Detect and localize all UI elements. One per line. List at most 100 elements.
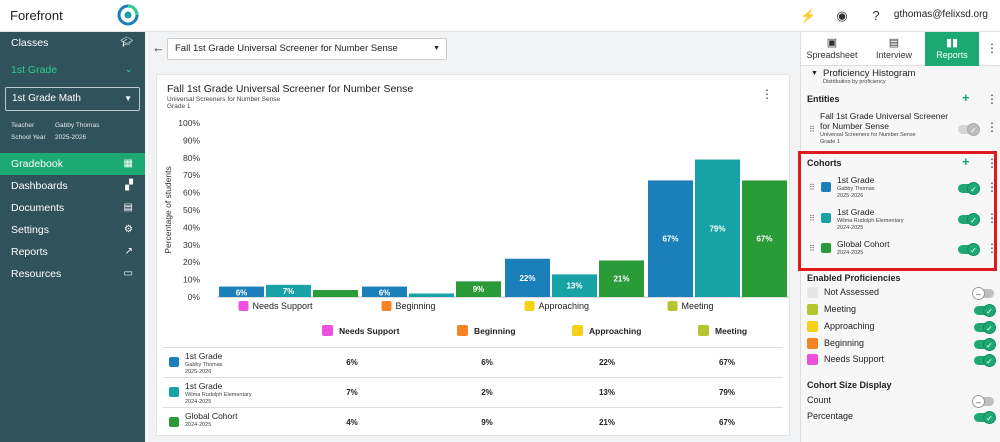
sidebar-item-resources[interactable]: Resources ▭ bbox=[0, 263, 145, 285]
percentage-toggle[interactable]: ✓ bbox=[974, 411, 996, 424]
category-swatch bbox=[524, 301, 535, 311]
sidebar-item-reports[interactable]: Reports ↗ bbox=[0, 241, 145, 263]
more-vertical-icon[interactable]: ⋮ bbox=[986, 120, 998, 134]
check-icon: ✓ bbox=[983, 354, 996, 367]
sidebar-item-grade[interactable]: 1st Grade ⌄ bbox=[0, 59, 145, 81]
proficiency-toggle[interactable]: – bbox=[972, 287, 994, 300]
proficiency-toggle[interactable]: ✓ bbox=[974, 338, 996, 351]
sidebar-item-classes[interactable]: Classes 🎓︎ bbox=[0, 32, 145, 54]
cell-beginning: 2% bbox=[481, 388, 493, 397]
tab-interview[interactable]: ▤ Interview bbox=[865, 32, 923, 66]
drag-handle-icon[interactable]: ⠿ bbox=[809, 183, 815, 192]
main-content: ← Fall 1st Grade Universal Screener for … bbox=[145, 32, 800, 442]
proficiency-beginning: Beginning ✓ bbox=[807, 338, 997, 352]
back-arrow-icon[interactable]: ← bbox=[152, 40, 165, 55]
dashboard-icon: ▞ bbox=[125, 180, 133, 191]
user-email[interactable]: gthomas@felixsd.org bbox=[893, 9, 988, 20]
category-swatch bbox=[667, 301, 678, 311]
cell-meeting: 79% bbox=[718, 388, 735, 397]
count-toggle[interactable]: – bbox=[972, 395, 994, 408]
chevron-down-icon: ⌄ bbox=[124, 64, 133, 75]
help-icon[interactable]: ? bbox=[872, 8, 880, 23]
swatch bbox=[807, 354, 818, 365]
drag-handle-icon[interactable]: ⠿ bbox=[809, 244, 815, 253]
y-axis-label: Percentage of students bbox=[163, 166, 173, 253]
tab-reports[interactable]: ▮▮ Reports bbox=[925, 32, 979, 66]
visualization-select[interactable]: ▼ Proficiency Histogram Distribution by … bbox=[809, 68, 994, 88]
drag-handle-icon[interactable]: ⠿ bbox=[809, 214, 815, 223]
cohort-sub: 2024-2025 bbox=[837, 250, 864, 256]
cohort-toggle[interactable]: ✓ bbox=[958, 213, 980, 226]
top-bar: Forefront ⚡ ◉ ? gthomas@felixsd.org bbox=[0, 0, 1000, 32]
bar-value-label: 79% bbox=[709, 224, 725, 233]
tab-spreadsheet[interactable]: ▣ Spreadsheet bbox=[801, 32, 863, 66]
sidebar-item-dashboards[interactable]: Dashboards ▞ bbox=[0, 175, 145, 197]
tab-label: Interview bbox=[875, 50, 912, 60]
table-header-beginning: Beginning bbox=[457, 325, 516, 336]
bar-value-label: 9% bbox=[473, 285, 485, 294]
class-select-value: 1st Grade Math bbox=[12, 93, 81, 104]
bar bbox=[695, 159, 740, 297]
visualization-name: Proficiency Histogram bbox=[823, 68, 916, 79]
proficiency-toggle[interactable]: ✓ bbox=[974, 321, 996, 334]
sidebar-item-label: Reports bbox=[11, 246, 48, 258]
swatch bbox=[572, 325, 583, 336]
card-subtitle: Universal Screeners for Number Sense bbox=[167, 96, 281, 103]
tab-label: Spreadsheet bbox=[806, 50, 858, 60]
more-vertical-icon[interactable]: ⋮ bbox=[986, 41, 998, 55]
cell-beginning: 6% bbox=[481, 358, 493, 367]
check-icon: ✓ bbox=[983, 304, 996, 317]
sidebar-item-label: Dashboards bbox=[11, 180, 68, 192]
entity-sub: Grade 1 bbox=[820, 139, 840, 145]
more-vertical-icon[interactable]: ⋮ bbox=[761, 87, 773, 101]
y-tick-label: 90% bbox=[183, 135, 200, 145]
cohort-swatch bbox=[821, 213, 831, 223]
row-name: 1st Grade bbox=[185, 381, 223, 391]
bar-value-label: 6% bbox=[379, 289, 391, 298]
more-vertical-icon[interactable]: ⋮ bbox=[986, 92, 998, 106]
header-label: Beginning bbox=[474, 326, 516, 336]
add-entity-icon[interactable]: + bbox=[962, 90, 970, 105]
class-select[interactable]: 1st Grade Math ▼ bbox=[5, 87, 140, 111]
minus-icon: – bbox=[972, 287, 985, 300]
y-tick-label: 20% bbox=[183, 257, 200, 267]
check-icon: ✓ bbox=[967, 123, 980, 136]
app-title: Forefront bbox=[10, 8, 63, 23]
proficiency-label: Not Assessed bbox=[824, 287, 880, 297]
table-header: Needs Support Beginning Approaching Meet… bbox=[157, 325, 791, 339]
drag-handle-icon[interactable]: ⠿ bbox=[809, 125, 815, 134]
sidebar-item-label: 1st Grade bbox=[11, 64, 58, 76]
bar-value-label: 21% bbox=[613, 275, 629, 284]
swatch bbox=[807, 287, 818, 298]
cell-beginning: 9% bbox=[481, 418, 493, 427]
proficiency-toggle[interactable]: ✓ bbox=[974, 304, 996, 317]
data-table: 1st Grade Gabby Thomas 2025-2026 6% 6% 2… bbox=[163, 347, 783, 437]
sidebar-item-label: Classes bbox=[11, 37, 49, 49]
proficiency-label: Beginning bbox=[824, 338, 865, 348]
proficiency-toggle[interactable]: ✓ bbox=[974, 354, 996, 367]
lightning-icon[interactable]: ⚡ bbox=[800, 8, 817, 23]
entity-toggle[interactable]: ✓ bbox=[958, 123, 980, 136]
sidebar-item-gradebook[interactable]: Gradebook ▦ bbox=[0, 153, 145, 175]
entities-title: Entities bbox=[807, 94, 840, 104]
swatch bbox=[807, 338, 818, 349]
check-icon: ✓ bbox=[967, 213, 980, 226]
bar bbox=[505, 258, 550, 297]
cohort-toggle[interactable]: ✓ bbox=[958, 243, 980, 256]
palette-icon[interactable]: ◉ bbox=[836, 8, 848, 23]
sidebar-item-documents[interactable]: Documents ▤ bbox=[0, 197, 145, 219]
y-tick-label: 80% bbox=[183, 153, 200, 163]
add-cohort-icon[interactable]: + bbox=[962, 154, 970, 169]
sidebar-item-settings[interactable]: Settings ⚙ bbox=[0, 219, 145, 241]
header-label: Meeting bbox=[715, 326, 748, 336]
y-tick-label: 60% bbox=[183, 188, 200, 198]
tab-label: Reports bbox=[936, 50, 968, 60]
table-header-meeting: Meeting bbox=[698, 325, 747, 336]
row-sub: 2025-2026 bbox=[185, 369, 212, 375]
gear-icon: ⚙ bbox=[124, 224, 133, 235]
assessment-select[interactable]: Fall 1st Grade Universal Screener for Nu… bbox=[167, 38, 447, 60]
cell-approaching: 22% bbox=[598, 358, 615, 367]
check-icon: ✓ bbox=[983, 338, 996, 351]
cohort-toggle[interactable]: ✓ bbox=[958, 182, 980, 195]
bar-value-label: 22% bbox=[519, 274, 535, 283]
